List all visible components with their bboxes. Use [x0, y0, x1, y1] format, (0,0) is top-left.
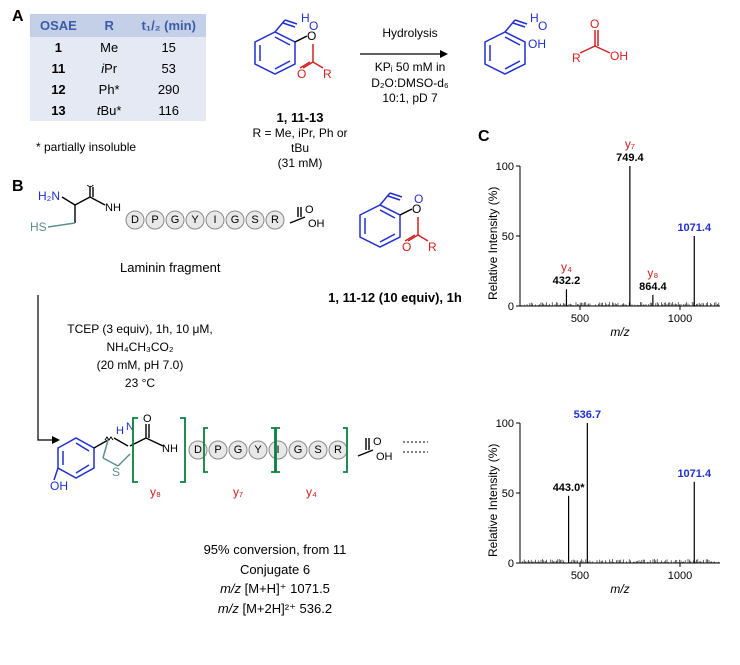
svg-text:O: O	[143, 413, 152, 425]
svg-text:OH: OH	[50, 479, 68, 493]
svg-text:y₇: y₇	[233, 485, 243, 499]
salicylaldehyde-product: H O OH	[470, 12, 560, 92]
svg-text:100: 100	[496, 418, 514, 430]
reagent-label: 1, 11-12 (10 equiv), 1h	[320, 290, 470, 305]
svg-text:G: G	[234, 444, 243, 456]
table-footnote: * partially insoluble	[36, 140, 136, 154]
svg-text:749.4: 749.4	[616, 152, 644, 164]
ms-plot-2: Relative Intensity (%) 0501005001000m/z4…	[488, 395, 728, 595]
svg-text:432.2: 432.2	[553, 275, 581, 287]
panel-a-label: A	[12, 8, 24, 26]
svg-text:OH: OH	[376, 451, 393, 463]
svg-text:O: O	[590, 18, 599, 31]
arrow-conditions: KPᵢ 50 mM in D₂O:DMSO-d₆ 10:1, pD 7	[360, 60, 460, 107]
svg-text:O: O	[538, 19, 547, 33]
peptide-name: Laminin fragment	[120, 260, 220, 275]
svg-text:O: O	[86, 185, 95, 190]
svg-text:OH: OH	[528, 37, 546, 51]
svg-text:O: O	[307, 29, 316, 43]
svg-text:O: O	[297, 67, 306, 81]
svg-text:HS: HS	[30, 220, 47, 234]
starting-material-structure: H O O O R	[235, 12, 335, 112]
svg-text:O: O	[402, 240, 411, 254]
svg-text:536.7: 536.7	[574, 409, 602, 421]
svg-text:y₇: y₇	[625, 138, 635, 151]
conjugate-caption: 95% conversion, from 11 Conjugate 6 m/z …	[170, 540, 380, 618]
osae-reagent: O O O R	[340, 185, 440, 285]
svg-text:NH: NH	[162, 443, 178, 455]
svg-text:0: 0	[508, 301, 514, 313]
svg-text:864.4: 864.4	[639, 281, 667, 293]
svg-text:H₂N: H₂N	[38, 189, 60, 203]
svg-text:P: P	[214, 444, 221, 456]
svg-text:R: R	[428, 240, 437, 254]
svg-text:G: G	[231, 214, 240, 226]
compound-label: 1, 11-13 R = Me, iPr, Ph or tBu (31 mM)	[245, 110, 355, 170]
th-r: R	[87, 14, 132, 37]
svg-text:S: S	[112, 465, 120, 479]
svg-text:m/z: m/z	[610, 325, 629, 338]
svg-text:50: 50	[502, 488, 514, 500]
svg-text:O: O	[305, 204, 314, 216]
svg-text:I: I	[276, 444, 279, 456]
svg-text:R: R	[334, 444, 342, 456]
th-osae: OSAE	[30, 14, 87, 37]
svg-text:NH: NH	[105, 202, 121, 214]
svg-text:I: I	[213, 214, 216, 226]
svg-text:OH: OH	[308, 218, 325, 230]
svg-text:1000: 1000	[668, 313, 692, 325]
svg-text:50: 50	[502, 231, 514, 243]
svg-text:R: R	[271, 214, 279, 226]
svg-text:O: O	[373, 436, 382, 448]
th-thalf: t₁/₂ (min)	[131, 14, 205, 37]
svg-text:Y: Y	[254, 444, 262, 456]
carboxylic-acid-product: O R OH	[570, 18, 640, 78]
svg-text:H: H	[116, 425, 124, 437]
svg-text:500: 500	[571, 570, 589, 582]
svg-text:y₈: y₈	[150, 485, 161, 499]
svg-text:443.0*: 443.0*	[553, 482, 586, 494]
svg-text:Y: Y	[191, 214, 199, 226]
svg-text:1000: 1000	[668, 570, 692, 582]
reaction-conditions: TCEP (3 equiv), 1h, 10 μM, NH₄CH₃CO₂ (20…	[35, 320, 245, 392]
svg-text:S: S	[251, 214, 258, 226]
panel-b-label: B	[12, 178, 24, 196]
conjugate-structure: OH H N S O NH DPGYIGSR OH O y₈ y₇ y₄	[48, 410, 448, 530]
ms-plot-1: Relative Intensity (%) 0501005001000m/zy…	[488, 138, 728, 338]
svg-text:G: G	[171, 214, 180, 226]
svg-text:m/z: m/z	[610, 582, 629, 595]
svg-text:S: S	[314, 444, 321, 456]
svg-text:y₄: y₄	[306, 485, 317, 499]
svg-text:500: 500	[571, 313, 589, 325]
svg-text:P: P	[151, 214, 158, 226]
svg-text:1071.4: 1071.4	[677, 222, 712, 234]
svg-text:O: O	[412, 202, 421, 216]
svg-text:OH: OH	[610, 49, 628, 63]
svg-text:R: R	[572, 51, 581, 65]
svg-text:G: G	[294, 444, 303, 456]
svg-text:0: 0	[508, 558, 514, 570]
svg-text:100: 100	[496, 161, 514, 173]
svg-text:D: D	[131, 214, 139, 226]
svg-text:D: D	[194, 444, 202, 456]
svg-text:y₄: y₄	[561, 260, 572, 274]
svg-text:y₈: y₈	[647, 266, 658, 280]
svg-text:R: R	[323, 67, 332, 81]
svg-text:1071.4: 1071.4	[677, 468, 712, 480]
hydrolysis-table: OSAE R t₁/₂ (min) 1Me1511iPr5312Ph*29013…	[30, 14, 206, 121]
arrow-top-label: Hydrolysis	[365, 26, 455, 40]
